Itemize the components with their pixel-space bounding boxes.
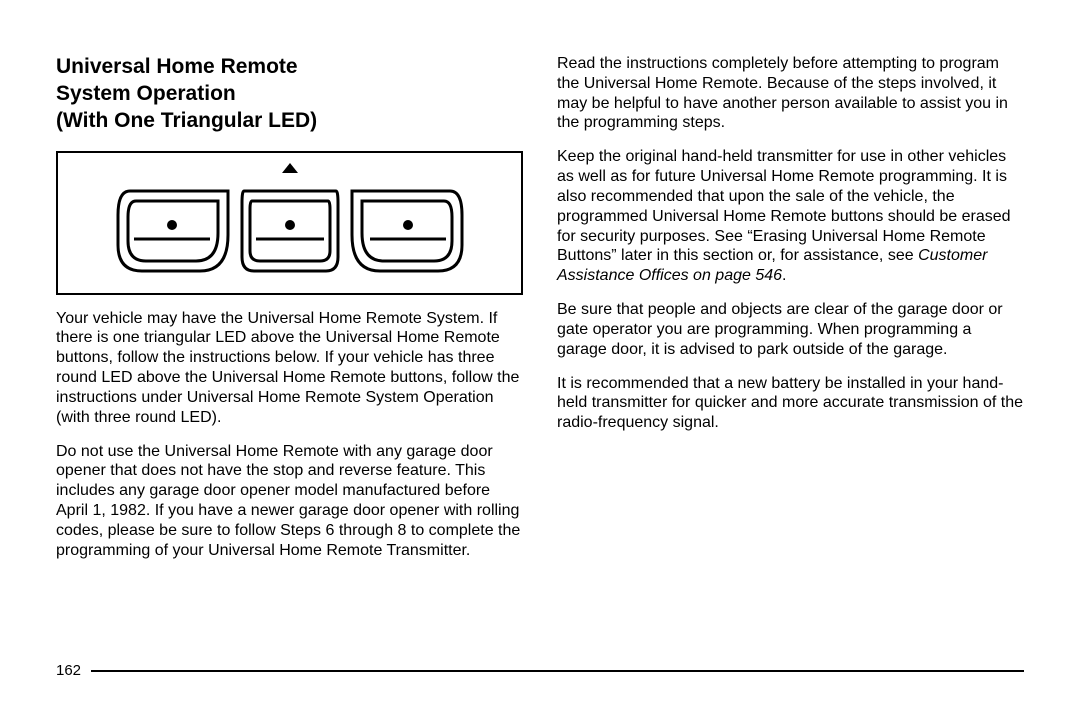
body-paragraph: Keep the original hand-held transmitter … bbox=[557, 147, 1024, 286]
page-content: Universal Home Remote System Operation (… bbox=[56, 54, 1024, 575]
body-paragraph: It is recommended that a new battery be … bbox=[557, 374, 1024, 433]
section-heading: Universal Home Remote System Operation (… bbox=[56, 54, 523, 135]
body-paragraph: Read the instructions completely before … bbox=[557, 54, 1024, 133]
heading-line: Universal Home Remote bbox=[56, 55, 298, 78]
body-paragraph: Your vehicle may have the Universal Home… bbox=[56, 309, 523, 428]
remote-buttons-row bbox=[112, 185, 468, 277]
left-column: Universal Home Remote System Operation (… bbox=[56, 54, 523, 575]
heading-line: System Operation bbox=[56, 82, 236, 105]
page-number: 162 bbox=[56, 662, 91, 679]
remote-button-left-icon bbox=[112, 185, 234, 277]
page-footer: 162 bbox=[56, 670, 1024, 692]
body-paragraph: Do not use the Universal Home Remote wit… bbox=[56, 442, 523, 561]
remote-button-right-icon bbox=[346, 185, 468, 277]
body-paragraph: Be sure that people and objects are clea… bbox=[557, 300, 1024, 359]
remote-diagram bbox=[56, 151, 523, 295]
heading-line: (With One Triangular LED) bbox=[56, 109, 317, 132]
right-column: Read the instructions completely before … bbox=[557, 54, 1024, 575]
remote-button-middle-icon bbox=[236, 185, 344, 277]
triangular-led-icon bbox=[282, 163, 298, 173]
paragraph-text: . bbox=[782, 267, 786, 284]
